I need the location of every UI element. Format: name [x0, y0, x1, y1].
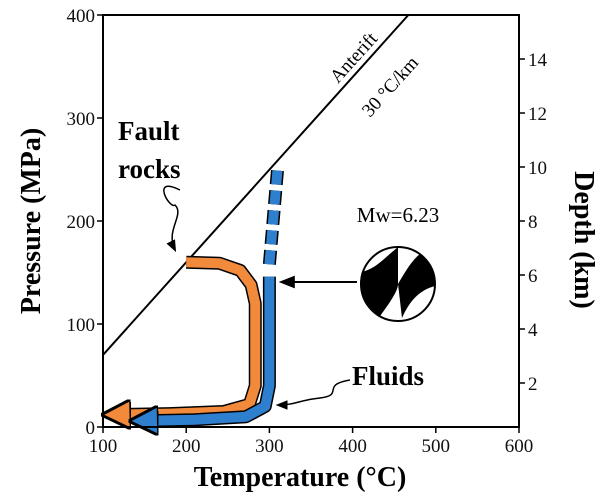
geotherm-line — [102, 14, 410, 356]
x-tick-label: 100 — [89, 436, 118, 457]
x-axis-label: Temperature (°C) — [194, 462, 407, 493]
annotation: Fluids — [352, 361, 424, 391]
pt-path — [140, 276, 275, 421]
beachball-quadrant — [398, 254, 436, 318]
y2-tick-label: 6 — [528, 266, 538, 287]
pointer-arrow — [275, 379, 351, 410]
pt-path — [264, 167, 283, 265]
annotation: 30 °C/km — [358, 52, 423, 121]
y2-axis-label: Depth (km) — [568, 171, 599, 309]
focal-mechanism — [360, 246, 436, 322]
y-tick-label: 400 — [67, 6, 96, 27]
y2-tick-label: 8 — [528, 212, 538, 233]
y-tick-label: 300 — [67, 109, 96, 130]
y-axis-label: Pressure (MPa) — [16, 128, 47, 314]
x-tick-label: 400 — [338, 436, 367, 457]
x-tick-label: 300 — [255, 436, 284, 457]
annotation: rocks — [118, 154, 181, 184]
annotation: Mw=6.23 — [357, 203, 439, 227]
pointer-arrow — [163, 185, 181, 253]
axes-frame — [102, 14, 520, 428]
beachball-quadrant — [360, 247, 398, 316]
y2-tick-label: 2 — [528, 374, 538, 395]
x-tick-label: 600 — [505, 436, 534, 457]
path-outline — [112, 255, 262, 422]
x-tick-label: 500 — [422, 436, 451, 457]
annotation: Fault — [118, 116, 180, 146]
plot-area — [102, 14, 410, 422]
pt-path — [113, 257, 261, 414]
x-tick-label: 200 — [172, 436, 201, 457]
annotation: Anterift — [326, 28, 382, 87]
y-tick-label: 0 — [86, 418, 96, 439]
y2-tick-label: 12 — [528, 104, 547, 125]
y-tick-label: 100 — [67, 315, 96, 336]
y-tick-label: 200 — [67, 212, 96, 233]
y2-tick-label: 4 — [528, 320, 538, 341]
y2-tick-label: 10 — [528, 158, 547, 179]
y2-tick-label: 14 — [528, 50, 548, 71]
